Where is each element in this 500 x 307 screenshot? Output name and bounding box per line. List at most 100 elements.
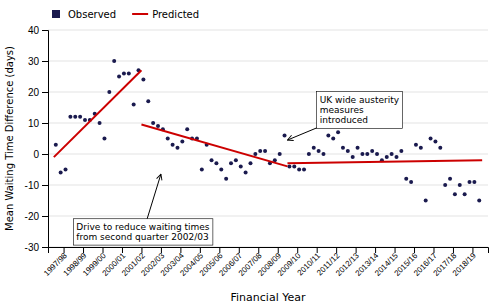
observed-point bbox=[78, 115, 82, 119]
x-tick-mark bbox=[414, 247, 415, 253]
observed-point bbox=[448, 177, 452, 181]
x-tick-mark bbox=[375, 247, 376, 253]
y-tick-label: -20 bbox=[25, 211, 40, 222]
predicted-line bbox=[141, 125, 287, 167]
y-tick-mark bbox=[42, 92, 48, 93]
observed-point bbox=[341, 146, 345, 150]
observed-point bbox=[278, 152, 282, 156]
observed-point bbox=[399, 149, 403, 153]
observed-point bbox=[98, 121, 102, 125]
y-tick: -20 bbox=[25, 211, 48, 222]
observed-point bbox=[283, 133, 287, 137]
observed-points bbox=[54, 59, 481, 203]
x-tick-mark bbox=[141, 247, 142, 253]
observed-point bbox=[297, 168, 301, 172]
x-tick-mark bbox=[219, 247, 220, 253]
observed-point bbox=[365, 152, 369, 156]
x-tick-label: 2018/19 bbox=[451, 251, 478, 278]
observed-point bbox=[210, 158, 214, 162]
observed-point bbox=[180, 140, 184, 144]
observed-point bbox=[346, 149, 350, 153]
observed-point bbox=[185, 127, 189, 131]
observed-point bbox=[336, 130, 340, 134]
observed-point bbox=[248, 161, 252, 165]
legend-label: Observed bbox=[68, 9, 116, 20]
observed-point bbox=[253, 152, 257, 156]
observed-point bbox=[239, 164, 243, 168]
x-axis-line bbox=[49, 248, 489, 254]
observed-point bbox=[468, 180, 472, 184]
y-tick: -10 bbox=[25, 180, 48, 191]
y-tick: 10 bbox=[28, 118, 48, 129]
observed-point bbox=[146, 99, 150, 103]
observed-point bbox=[112, 59, 116, 63]
y-tick-label: 0 bbox=[33, 149, 39, 160]
observed-point bbox=[292, 164, 296, 168]
x-tick-mark bbox=[278, 247, 279, 253]
observed-point bbox=[83, 118, 87, 122]
observed-point bbox=[370, 149, 374, 153]
observed-point bbox=[287, 164, 291, 168]
grid-line bbox=[48, 216, 488, 217]
observed-point bbox=[68, 115, 72, 119]
y-tick-mark bbox=[42, 185, 48, 186]
predicted-line bbox=[287, 160, 482, 163]
observed-point bbox=[171, 143, 175, 147]
observed-point bbox=[443, 183, 447, 187]
observed-point bbox=[453, 192, 457, 196]
y-tick-mark bbox=[42, 216, 48, 217]
legend-swatch bbox=[132, 13, 148, 15]
y-tick-mark bbox=[42, 247, 48, 248]
observed-point bbox=[307, 152, 311, 156]
observed-point bbox=[234, 158, 238, 162]
x-tick-mark bbox=[64, 247, 65, 253]
observed-point bbox=[263, 149, 267, 153]
y-tick-mark bbox=[42, 154, 48, 155]
y-tick-label: 10 bbox=[28, 118, 40, 129]
observed-point bbox=[429, 137, 433, 141]
grid-line bbox=[48, 30, 488, 31]
y-tick-label: 40 bbox=[28, 25, 40, 36]
y-tick: -30 bbox=[25, 242, 48, 253]
marks bbox=[54, 59, 482, 203]
annotation-box bbox=[317, 92, 403, 129]
observed-point bbox=[127, 71, 131, 75]
observed-point bbox=[351, 155, 355, 159]
x-tick-mark bbox=[453, 247, 454, 253]
grid-line bbox=[48, 185, 488, 186]
observed-point bbox=[224, 177, 228, 181]
observed-point bbox=[175, 146, 179, 150]
legend-swatch bbox=[52, 10, 60, 18]
y-tick-label: -30 bbox=[25, 242, 40, 253]
y-tick: 40 bbox=[28, 25, 48, 36]
x-tick-mark bbox=[336, 247, 337, 253]
y-tick-mark bbox=[42, 123, 48, 124]
annotation-text-line: UK wide austerity bbox=[320, 95, 400, 105]
annotations: Drive to reduce waiting timesfrom second… bbox=[73, 92, 402, 245]
legend: ObservedPredicted bbox=[52, 9, 199, 20]
grid-line bbox=[48, 123, 488, 124]
observed-point bbox=[214, 161, 218, 165]
y-tick-label: 20 bbox=[28, 87, 40, 98]
y-tick: 20 bbox=[28, 87, 48, 98]
observed-point bbox=[107, 90, 111, 94]
observed-point bbox=[390, 152, 394, 156]
observed-point bbox=[59, 171, 63, 175]
x-tick-mark bbox=[200, 247, 201, 253]
observed-point bbox=[132, 102, 136, 106]
x-tick-mark bbox=[239, 247, 240, 253]
observed-point bbox=[331, 137, 335, 141]
observed-point bbox=[229, 161, 233, 165]
annotation-text: Drive to reduce waiting timesfrom second… bbox=[76, 222, 210, 242]
x-tick-mark bbox=[180, 247, 181, 253]
observed-point bbox=[73, 115, 77, 119]
observed-point bbox=[433, 140, 437, 144]
observed-point bbox=[102, 137, 106, 141]
observed-point bbox=[258, 149, 262, 153]
x-tick-mark bbox=[472, 247, 473, 253]
observed-point bbox=[385, 155, 389, 159]
observed-point bbox=[317, 149, 321, 153]
plot: 1997/981998/991999/002000/012001/022002/… bbox=[25, 25, 489, 278]
observed-point bbox=[414, 143, 418, 147]
x-tick-mark bbox=[356, 247, 357, 253]
